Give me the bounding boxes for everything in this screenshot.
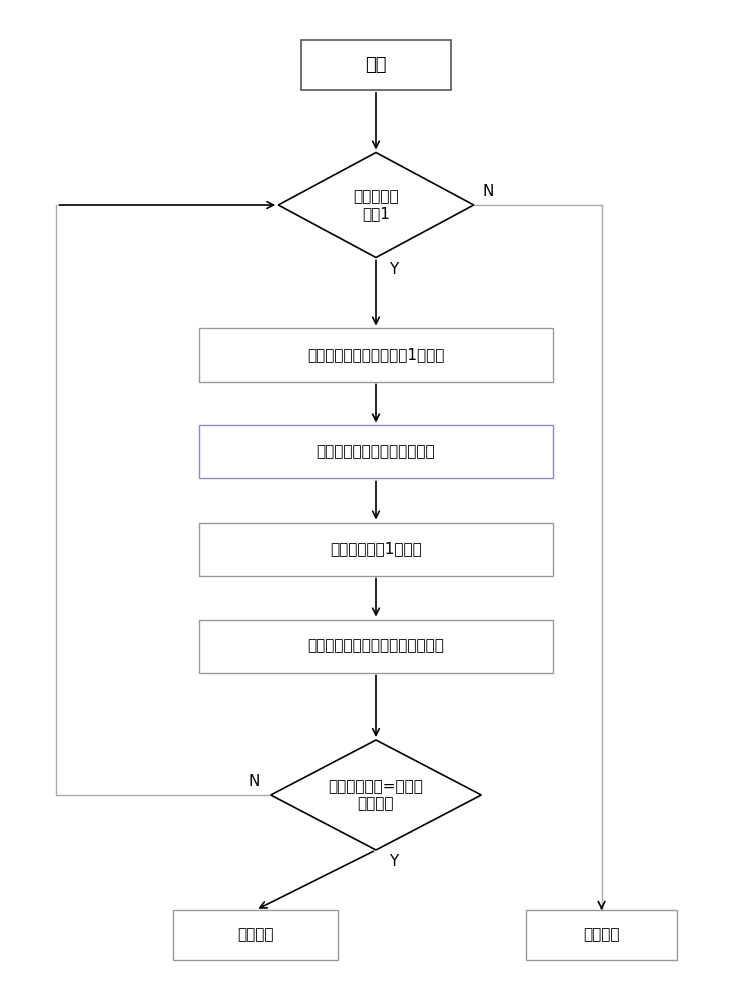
- Bar: [199, 620, 553, 673]
- Bar: [199, 522, 553, 576]
- Bar: [173, 910, 338, 960]
- Text: 搜索生成矩阵中对应列中1的地址: 搜索生成矩阵中对应列中1的地址: [308, 348, 444, 362]
- Text: 译码迭代次数=信源符
号数目？: 译码迭代次数=信源符 号数目？: [329, 779, 423, 811]
- Text: 搜索对应行中1的地址: 搜索对应行中1的地址: [330, 542, 422, 556]
- Text: Y: Y: [390, 261, 399, 276]
- Text: Y: Y: [390, 854, 399, 869]
- Text: 去除关联，更新生成矩阵和度的値: 去除关联，更新生成矩阵和度的値: [308, 639, 444, 654]
- Text: N: N: [248, 774, 259, 789]
- Bar: [526, 910, 677, 960]
- Text: 译码成功: 译码成功: [238, 928, 274, 942]
- Bar: [301, 40, 451, 90]
- Polygon shape: [271, 740, 481, 850]
- Text: 译码失败: 译码失败: [584, 928, 620, 942]
- Text: 是否存在度
值为1: 是否存在度 值为1: [353, 189, 399, 221]
- Bar: [199, 425, 553, 478]
- Text: 开始: 开始: [365, 56, 387, 74]
- Text: 接受符号赋値给对应信源符号: 接受符号赋値给对应信源符号: [317, 444, 435, 460]
- Bar: [199, 328, 553, 381]
- Polygon shape: [278, 152, 474, 257]
- Text: N: N: [483, 184, 494, 199]
